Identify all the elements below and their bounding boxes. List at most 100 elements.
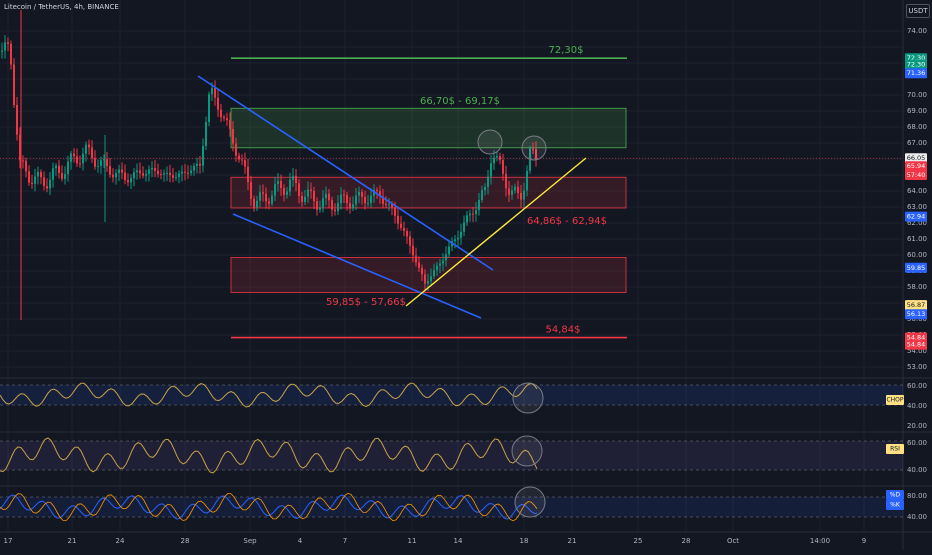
- candle-body: [319, 207, 321, 210]
- candle-body: [250, 182, 252, 199]
- indicator-signal-line: [0, 492, 538, 522]
- candle-body: [403, 227, 405, 232]
- candle-body: [445, 254, 447, 261]
- candle-body: [37, 171, 39, 177]
- candle-body: [244, 160, 246, 167]
- time-tick: 21: [68, 537, 77, 545]
- candle-body: [190, 170, 192, 174]
- candle-body: [100, 160, 102, 166]
- candle-body: [535, 149, 537, 160]
- candle-body: [178, 173, 180, 177]
- candle-body: [79, 163, 81, 165]
- candle-body: [325, 193, 327, 199]
- candles: [1, 34, 537, 292]
- candle-body: [22, 160, 24, 162]
- indicator-line: [0, 382, 538, 408]
- indicator-name: RSI: [890, 446, 900, 453]
- time-tick: 24: [116, 537, 125, 545]
- candle-body: [199, 163, 201, 166]
- candle-body: [61, 173, 63, 179]
- candle-body: [229, 119, 231, 129]
- candle-body: [331, 200, 333, 210]
- time-tick: Oct: [727, 537, 739, 545]
- candle-body: [25, 160, 27, 172]
- price-badge-label: 54.84: [907, 341, 926, 349]
- candle-body: [52, 168, 54, 180]
- candle-body: [394, 207, 396, 216]
- candle-body: [532, 148, 534, 150]
- candle-body: [10, 43, 12, 65]
- candle-body: [385, 203, 387, 205]
- zone-label: 64,86$ - 62,94$: [527, 216, 607, 227]
- price-tick: 58.00: [907, 283, 927, 291]
- currency-button[interactable]: USDT: [906, 4, 930, 18]
- candle-body: [205, 121, 207, 147]
- time-tick: 28: [682, 537, 691, 545]
- candle-body: [43, 177, 45, 187]
- candle-body: [19, 134, 21, 161]
- candle-body: [271, 195, 273, 204]
- candle-body: [118, 169, 120, 173]
- price-tick: 61.00: [907, 235, 927, 243]
- candle-body: [346, 195, 348, 204]
- indicator-badge: [886, 444, 904, 454]
- candle-body: [31, 182, 33, 184]
- candle-body: [496, 155, 498, 158]
- price-badge-label: 72.30: [907, 54, 926, 62]
- indicator-tick: 20.00: [907, 422, 927, 430]
- price-badge-label: 56.13: [907, 310, 926, 318]
- level-label: 54,84$: [546, 325, 581, 336]
- candle-body: [316, 201, 318, 210]
- price-badge: [905, 59, 927, 70]
- candle-body: [499, 155, 501, 161]
- candle-body: [511, 190, 513, 195]
- candle-body: [406, 231, 408, 237]
- candle-body: [67, 161, 69, 175]
- candle-body: [145, 173, 147, 176]
- time-tick: 4: [298, 537, 303, 545]
- candle-body: [514, 186, 516, 191]
- candle-body: [133, 172, 135, 179]
- price-tick: 53.00: [907, 363, 927, 371]
- price-badge: [905, 300, 927, 311]
- symbol-title[interactable]: Litecoin / TetherUS, 4h, BINANCE: [4, 3, 119, 11]
- candle-body: [361, 191, 363, 197]
- candle-body: [286, 191, 288, 195]
- candle-body: [130, 178, 132, 183]
- candle-body: [433, 270, 435, 277]
- candle-body: [466, 215, 468, 223]
- candle-body: [364, 196, 366, 204]
- candle-body: [142, 173, 144, 176]
- candle-body: [313, 191, 315, 202]
- candle-body: [247, 166, 249, 183]
- candle-body: [322, 198, 324, 208]
- candle-body: [484, 186, 486, 191]
- price-tick: 63.00: [907, 203, 927, 211]
- candle-body: [64, 174, 66, 179]
- time-tick: 14:00: [810, 537, 830, 545]
- candle-body: [166, 172, 168, 174]
- indicator-band: [0, 385, 903, 405]
- candle-body: [193, 165, 195, 171]
- candle-body: [238, 155, 240, 160]
- candle-body: [265, 193, 267, 202]
- candle-body: [508, 188, 510, 195]
- candle-body: [40, 171, 42, 178]
- candle-body: [235, 143, 237, 156]
- trend-channel-top: [197, 75, 494, 271]
- candle-body: [94, 158, 96, 167]
- candle-body: [388, 203, 390, 205]
- price-tick: 68.00: [907, 123, 927, 131]
- candle-body: [358, 191, 360, 196]
- candle-body: [226, 118, 228, 120]
- indicator-badge: [886, 500, 904, 510]
- zone-box: [230, 107, 627, 149]
- indicator-tick: 60.00: [907, 439, 927, 447]
- candle-body: [85, 144, 87, 154]
- indicator-name: %K: [890, 502, 901, 509]
- price-tick: 74.00: [907, 27, 927, 35]
- candle-body: [106, 159, 108, 167]
- candle-body: [280, 181, 282, 188]
- indicator-tick: 40.00: [907, 513, 927, 521]
